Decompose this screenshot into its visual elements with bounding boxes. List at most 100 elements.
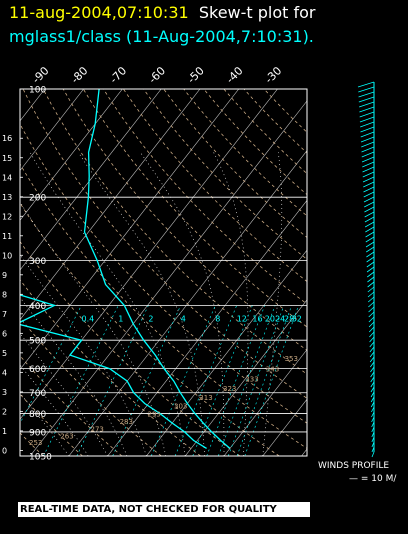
wind-barb xyxy=(369,361,375,368)
wind-barb xyxy=(370,391,375,398)
title-text: Skew-t plot for xyxy=(198,3,316,22)
dry-adiabat-line xyxy=(22,89,307,399)
pressure-label: 900 xyxy=(29,428,46,438)
wind-barb xyxy=(363,186,375,193)
wind-barb xyxy=(368,306,375,313)
chart-title-line1: 11-aug-2004,07:10:31 Skew-t plot for xyxy=(9,3,316,22)
temperature-trace xyxy=(83,89,231,449)
wind-barb xyxy=(369,346,375,353)
isotherm-layer xyxy=(20,89,307,456)
dewpoint-trace xyxy=(20,294,207,449)
mixing-ratio-line xyxy=(150,305,216,456)
wind-barb xyxy=(358,101,375,108)
top-temperature-label: -70 xyxy=(107,64,129,86)
isotherm-line xyxy=(20,89,201,321)
pressure-label: 800 xyxy=(29,410,46,420)
wind-barb xyxy=(360,136,375,143)
height-label: 3 xyxy=(2,388,7,397)
wind-barb xyxy=(370,386,375,393)
height-label: 10 xyxy=(2,251,12,260)
dry-adiabat-line xyxy=(82,89,307,328)
wind-barb xyxy=(367,271,375,278)
isotherm-line xyxy=(184,299,307,456)
wind-barb xyxy=(360,126,375,133)
wind-barb xyxy=(370,401,375,408)
isotherm-line xyxy=(20,89,278,420)
moist-adiabat-line xyxy=(20,296,128,456)
wind-barb xyxy=(367,276,375,283)
isotherm-line xyxy=(20,89,123,221)
height-label: 4 xyxy=(2,368,7,377)
dry-adiabat-label: 313 xyxy=(199,394,212,402)
wind-barb xyxy=(363,191,375,198)
wind-barb xyxy=(366,246,375,253)
wind-scale-label: — = 10 M/ xyxy=(349,474,397,484)
mixing-ratio-label: 0.4 xyxy=(82,314,95,323)
isotherm-line xyxy=(223,349,307,456)
pressure-label: 600 xyxy=(29,365,46,375)
wind-barb xyxy=(369,331,375,338)
mixing-ratio-label: 8 xyxy=(215,314,220,323)
wind-barb xyxy=(370,381,375,388)
wind-barb xyxy=(365,231,375,238)
wind-barb xyxy=(370,396,375,403)
top-temperature-label: -90 xyxy=(30,64,52,86)
wind-barb xyxy=(364,221,375,228)
wind-barb xyxy=(361,146,375,153)
wind-barb xyxy=(371,426,375,433)
pressure-label: 400 xyxy=(29,302,46,312)
top-temperature-label: -40 xyxy=(224,64,246,86)
dry-adiabat-line xyxy=(143,89,307,260)
wind-barb xyxy=(366,261,375,268)
isotherm-line xyxy=(20,89,239,370)
wind-barb xyxy=(358,91,375,98)
dry-adiabat-line xyxy=(62,89,307,351)
top-temperature-label: -30 xyxy=(262,64,284,86)
dry-adiabat-line xyxy=(103,89,307,305)
mixing-ratio-line xyxy=(112,305,181,456)
wind-barb xyxy=(361,156,375,163)
wind-barb xyxy=(371,421,375,428)
mixing-ratio-label: 32 xyxy=(292,314,302,323)
height-label: 12 xyxy=(2,212,12,221)
wind-barb xyxy=(362,176,375,183)
height-label: 9 xyxy=(2,271,7,280)
height-label: 16 xyxy=(2,134,12,143)
wind-barb xyxy=(369,336,375,343)
wind-barb xyxy=(358,86,375,93)
dry-adiabat-label: 253 xyxy=(29,439,42,447)
mixing-ratio-line xyxy=(43,305,119,456)
wind-barb xyxy=(360,131,375,138)
dry-adiabat-line xyxy=(20,355,123,456)
dry-adiabat-line xyxy=(20,279,201,456)
top-temperature-label: -60 xyxy=(146,64,168,86)
wind-barb xyxy=(371,431,375,438)
wind-barb xyxy=(368,311,375,318)
wind-barb xyxy=(368,326,375,333)
height-label: 1 xyxy=(2,427,7,436)
mixing-ratio-label: 4 xyxy=(181,314,186,323)
wind-barb xyxy=(366,256,375,263)
wind-barb xyxy=(364,201,375,208)
trace-layer xyxy=(20,89,231,449)
dry-adiabat-line xyxy=(20,123,307,424)
wind-barb xyxy=(369,341,375,348)
wind-barb xyxy=(364,211,375,218)
dry-adiabat-line xyxy=(20,202,280,456)
isotherm-line xyxy=(20,89,162,271)
plot-frame xyxy=(19,88,308,457)
dry-adiabat-line xyxy=(20,163,307,449)
wind-barb xyxy=(364,216,375,223)
mixing-ratio-line xyxy=(192,305,253,456)
wind-barb xyxy=(371,441,375,448)
mixing-ratio-label: 2 xyxy=(148,314,153,323)
wind-barb xyxy=(370,376,375,383)
mixing-ratio-line xyxy=(20,305,82,424)
wind-barb xyxy=(371,436,375,443)
wind-barb xyxy=(361,151,375,158)
wind-barb xyxy=(367,286,375,293)
dry-adiabat-line xyxy=(243,89,307,154)
isotherm-line xyxy=(301,448,307,456)
isobar-layer xyxy=(20,88,307,457)
